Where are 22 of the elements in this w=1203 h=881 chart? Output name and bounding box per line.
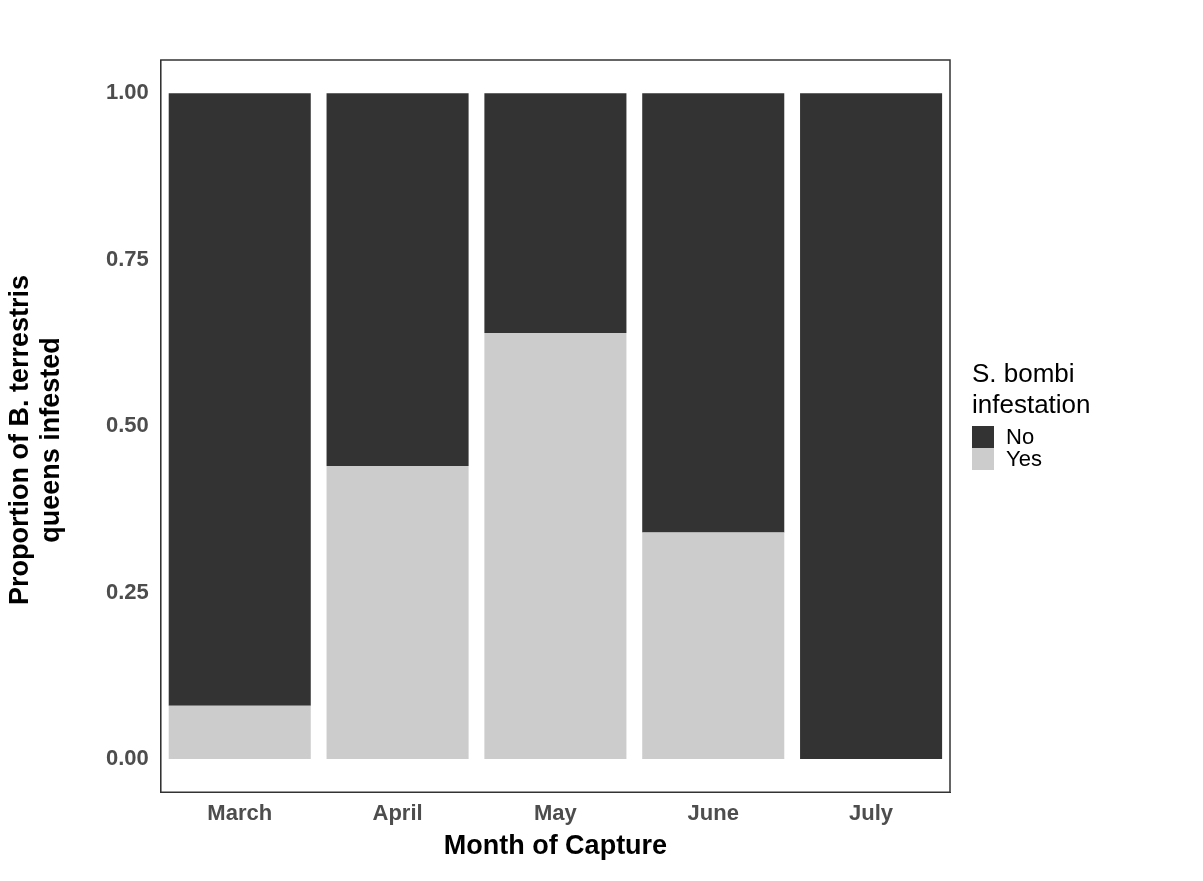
bar	[326, 93, 469, 467]
y-tick-label: 0.25	[105, 578, 149, 604]
bar	[800, 93, 943, 759]
x-tick-label: June	[687, 800, 739, 826]
y-tick-label: 0.75	[105, 245, 149, 271]
y-tick-label: 0.50	[105, 412, 149, 438]
x-axis-title: Month of Capture	[443, 830, 668, 861]
x-tick-label: March	[207, 800, 273, 826]
bar	[168, 705, 311, 759]
y-tick-label: 1.00	[105, 79, 149, 105]
bar	[642, 93, 785, 533]
bar	[484, 93, 627, 333]
bar	[484, 332, 627, 759]
y-axis-title: Proportion of B. terrestris queens infested	[3, 274, 66, 608]
x-tick-label: July	[849, 800, 894, 826]
x-tick-label: May	[534, 800, 578, 826]
bar	[326, 466, 469, 759]
bar	[642, 532, 785, 759]
y-tick-label: 0.00	[105, 744, 149, 770]
bar	[168, 93, 311, 706]
x-tick-label: April	[372, 800, 423, 826]
legend-title: S. bombi infestation	[972, 358, 1092, 421]
